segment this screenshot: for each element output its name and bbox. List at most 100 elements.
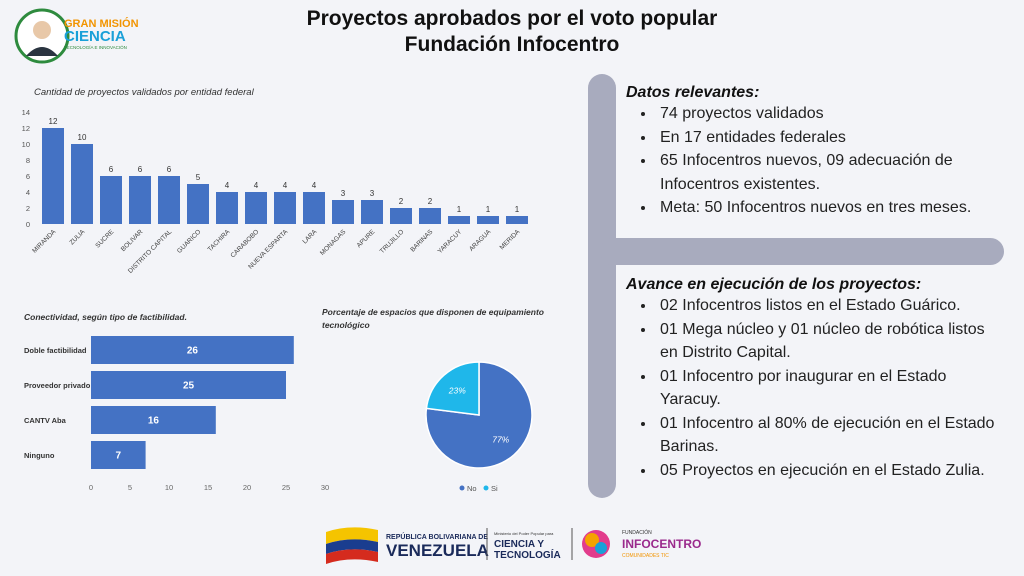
datos-relevantes-panel: Datos relevantes: 74 proyectos validados… <box>626 84 1006 220</box>
vertical-divider-bar <box>588 74 616 498</box>
bar-data-label: 12 <box>49 117 58 126</box>
horizontal-divider-bar <box>600 238 1004 265</box>
avance-list: 02 Infocentros listos en el Estado Guári… <box>626 294 1006 482</box>
y-tick-label: 2 <box>26 204 30 213</box>
legend-marker <box>483 485 489 491</box>
bar-data-label: 1 <box>457 205 462 214</box>
y-tick-label: 8 <box>26 156 30 165</box>
category-label: SUCRE <box>94 228 116 250</box>
bar-data-label: 4 <box>225 181 230 190</box>
category-label: ZULIA <box>68 228 86 246</box>
bar <box>129 176 151 224</box>
y-tick-label: 0 <box>26 220 30 229</box>
bar-data-label: 3 <box>370 189 375 198</box>
footer-min-small: Ministerio del Poder Popular para <box>494 531 554 536</box>
datos-list: 74 proyectos validadosEn 17 entidades fe… <box>626 102 1006 220</box>
x-tick-label: 25 <box>282 483 290 492</box>
infocentro-logo-icon <box>582 530 610 558</box>
title-line-2: Fundación Infocentro <box>404 33 620 56</box>
bar-data-label: 4 <box>312 181 317 190</box>
hbar-data-label: 25 <box>183 381 195 392</box>
x-tick-label: 5 <box>128 483 132 492</box>
avance-panel: Avance en ejecución de los proyectos: 02… <box>626 276 1006 482</box>
bar <box>419 208 441 224</box>
bar-data-label: 4 <box>254 181 259 190</box>
avance-title: Avance en ejecución de los proyectos: <box>626 276 922 293</box>
bar <box>361 200 383 224</box>
hbar-data-label: 16 <box>148 416 160 427</box>
datos-item: En 17 entidades federales <box>656 126 1006 150</box>
bar-data-label: 1 <box>486 205 491 214</box>
category-label: TRUJILLO <box>379 228 406 255</box>
bar <box>506 216 528 224</box>
footer-rep-line1: REPÚBLICA BOLIVARIANA DE <box>386 532 488 541</box>
bar <box>274 192 296 224</box>
category-label: BARINAS <box>409 228 435 254</box>
category-label: MERIDA <box>499 228 522 251</box>
logo-line-2: CIENCIA <box>64 28 126 45</box>
x-tick-label: 20 <box>243 483 251 492</box>
x-tick-label: 10 <box>165 483 173 492</box>
legend-label: Si <box>491 484 498 493</box>
hbar <box>91 441 146 469</box>
equipment-pie-chart: 77% 23% No Si <box>425 361 533 493</box>
y-tick-label: 6 <box>26 172 30 181</box>
bar-data-label: 1 <box>515 205 520 214</box>
bar <box>477 216 499 224</box>
y-tick-label: 12 <box>22 124 30 133</box>
bar <box>332 200 354 224</box>
x-tick-label: 0 <box>89 483 93 492</box>
avance-item: 05 Proyectos en ejecución en el Estado Z… <box>656 459 1006 483</box>
entity-bar-chart: 0246810121412MIRANDA10ZULIA6SUCRE6BOLIVA… <box>22 108 528 275</box>
hbar-category-label: CANTV Aba <box>24 416 67 425</box>
gran-mision-ciencia-logo: GRAN MISIÓN CIENCIA TECNOLOGÍA E INNOVAC… <box>14 8 144 64</box>
footer-fund-small: FUNDACIÓN <box>622 529 652 536</box>
x-tick-label: 30 <box>321 483 329 492</box>
avance-item: 01 Infocentro por inaugurar en el Estado… <box>656 365 1006 412</box>
legend-label: No <box>467 484 477 493</box>
venezuela-flag-icon <box>326 527 378 564</box>
title-line-1: Proyectos aprobados por el voto popular <box>306 7 718 30</box>
bar <box>245 192 267 224</box>
datos-item: 65 Infocentros nuevos, 09 adecuación de … <box>656 149 1006 196</box>
pie-slice <box>425 361 480 416</box>
datos-title: Datos relevantes: <box>626 84 760 101</box>
category-label: GUARICO <box>176 228 202 254</box>
bar-data-label: 6 <box>109 165 114 174</box>
datos-item: Meta: 50 Infocentros nuevos en tres mese… <box>656 196 1006 220</box>
bar-data-label: 3 <box>341 189 346 198</box>
bar <box>100 176 122 224</box>
bar-data-label: 10 <box>78 133 87 142</box>
y-tick-label: 14 <box>22 108 30 117</box>
bar-data-label: 4 <box>283 181 288 190</box>
footer-fund-sub: COMUNIDADES TIC <box>622 553 669 559</box>
footer-min-line2: TECNOLOGÍA <box>494 548 561 561</box>
bar-data-label: 2 <box>399 197 404 206</box>
hbar <box>91 371 286 399</box>
pie-data-label: 77% <box>492 435 509 445</box>
bar <box>390 208 412 224</box>
connectivity-bar-chart: 26 Doble factibilidad 25 Proveedor privado 1… <box>24 336 329 492</box>
datos-item: 74 proyectos validados <box>656 102 1006 126</box>
category-label: MONAGAS <box>319 228 348 257</box>
hbar-category-label: Ninguno <box>24 451 55 460</box>
category-label: MIRANDA <box>31 228 58 255</box>
chart3-title: Porcentaje de espacios que disponen de e… <box>322 307 544 330</box>
y-tick-label: 10 <box>22 140 30 149</box>
hbar-data-label: 26 <box>187 346 199 357</box>
footer-rep-line2: VENEZUELA <box>386 541 489 560</box>
category-label: ARAGUA <box>468 228 493 253</box>
bar-data-label: 5 <box>196 173 201 182</box>
avance-item: 01 Infocentro al 80% de ejecución en el … <box>656 412 1006 459</box>
chart1-title: Cantidad de proyectos validados por enti… <box>34 87 254 98</box>
footer-logos: REPÚBLICA BOLIVARIANA DE VENEZUELA Minis… <box>322 522 712 566</box>
avance-item: 01 Mega núcleo y 01 núcleo de robótica l… <box>656 318 1006 365</box>
hbar <box>91 336 294 364</box>
bar <box>71 144 93 224</box>
y-tick-label: 4 <box>26 188 30 197</box>
legend-marker <box>459 485 465 491</box>
category-label: LARA <box>301 228 318 245</box>
bar <box>303 192 325 224</box>
avance-item: 02 Infocentros listos en el Estado Guári… <box>656 294 1006 318</box>
bar <box>216 192 238 224</box>
